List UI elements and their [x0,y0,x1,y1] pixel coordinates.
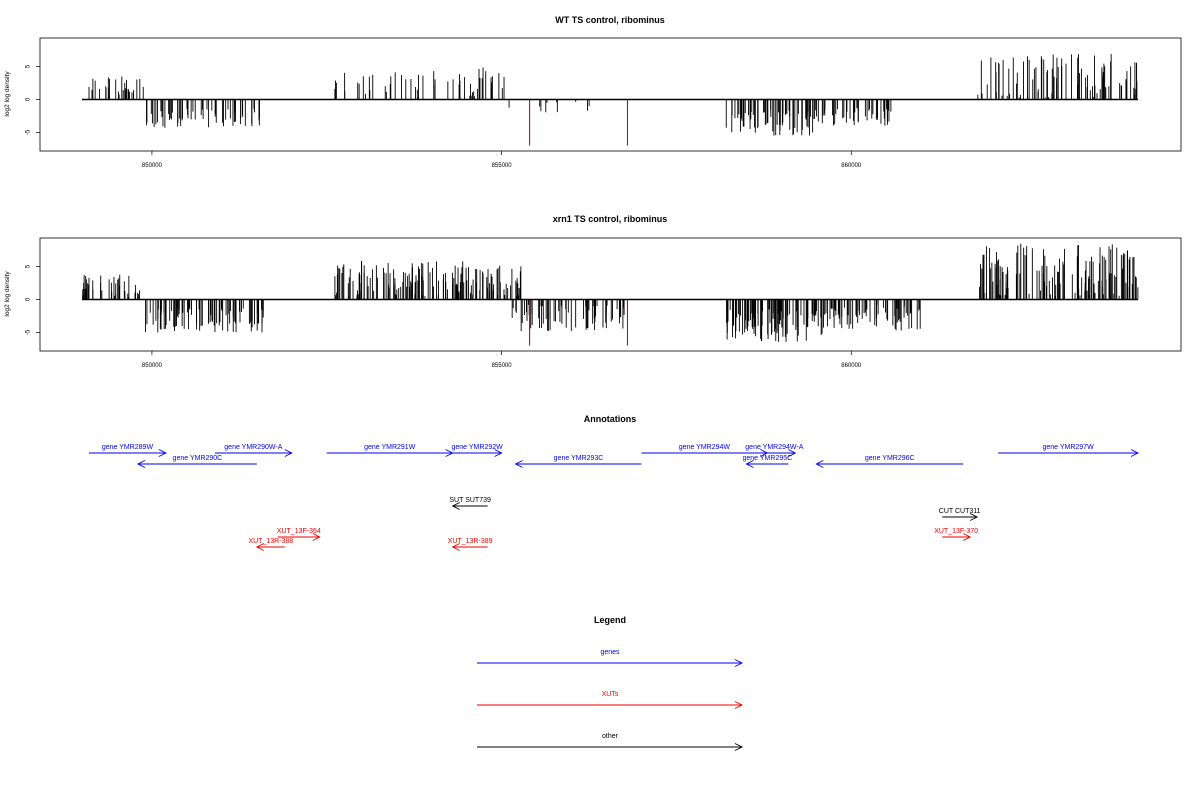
annotation-feature: gene YMR290C [136,455,257,468]
annotation-feature: gene YMR296C [815,455,964,468]
annotation-feature: gene YMR292W [452,444,504,457]
annotation-label: gene YMR289W [102,444,154,451]
annotation-arrowhead [284,449,293,457]
annotation-label: XUT_13R-389 [448,538,493,545]
annotation-feature: SUT SUT739 [449,497,491,510]
annotation-feature: XUT_13F-370 [934,528,978,541]
annotation-label: gene YMR292W [452,444,504,451]
bars-xrn1 [82,243,1139,346]
legend-title: Legend [594,615,626,625]
annotation-feature: gene YMR289W [88,444,167,457]
annotation-label: XUT_13F-364 [277,528,321,535]
annotation-arrowhead [312,533,321,541]
legend-item: genes [477,649,744,667]
annotation-arrowhead [788,449,797,457]
annotation-feature: gene YMR294W-A [745,444,804,457]
annotation-feature: gene YMR295C [743,455,793,468]
annotation-arrowhead [445,449,454,457]
annotation-arrowhead [815,460,824,468]
y-tick-label: -5 [26,129,32,135]
x-tick-label: 860000 [841,363,862,369]
annotation-feature: CUT CUT311 [939,508,981,521]
annotation-label: gene YMR293C [554,455,604,462]
annotation-label: gene YMR294W-A [745,444,803,451]
legend-item: XUTs [477,691,744,709]
annotation-arrowhead [136,460,146,468]
annotations-title: Annotations [584,414,637,424]
annotation-feature: gene YMR290W-A [214,444,293,457]
x-ticks-wt: 850000 855000 860000 [142,151,862,169]
annotation-arrowhead [158,449,167,457]
annotation-arrowhead [255,543,265,551]
y-axis-label-xrn1: log2 log density [4,271,11,317]
annotation-label: gene YMR296C [865,455,915,462]
y-ticks-xrn1: -5 0 5 [26,264,40,335]
chart-title-xrn1: xrn1 TS control, ribominus [553,214,668,224]
y-axis-label-wt: log2 log density [4,71,11,117]
annotation-label: SUT SUT739 [449,497,491,504]
legend-items: genes XUTs other [477,649,744,751]
annotation-arrowhead [451,502,460,510]
annotation-label: gene YMR290W-A [224,444,282,451]
plot-frame-xrn1 [39,237,1182,352]
y-tick-label: 5 [26,264,32,268]
y-tick-label: 0 [26,97,32,101]
annotation-feature: XUT_13R-389 [448,538,493,551]
annotation-label: gene YMR290C [173,455,223,462]
annotation-arrowhead [745,460,754,468]
annotation-label: XUT_13R-388 [248,538,293,545]
legend-label: genes [600,649,620,656]
x-tick-label: 860000 [841,163,862,169]
annotation-feature: gene YMR291W [326,444,454,457]
legend-label: other [602,733,619,740]
annotation-feature: gene YMR293C [514,455,642,468]
annotation-arrowhead [962,533,972,541]
annotation-label: gene YMR294W [679,444,731,451]
y-tick-label: 0 [26,297,32,301]
legend-arrowhead [734,743,744,751]
x-tick-label: 850000 [142,163,163,169]
annotation-feature: XUT_13R-388 [248,538,293,551]
annotation-label: gene YMR295C [743,455,793,462]
annotation-feature: gene YMR297W [998,444,1140,457]
annotation-label: gene YMR297W [1042,444,1094,451]
x-ticks-xrn1: 850000 855000 860000 [142,351,862,369]
chart-panel-xrn1: xrn1 TS control, ribominus log2 log dens… [4,214,1182,369]
annotation-feature: XUT_13F-364 [277,528,321,541]
annotation-arrowhead [514,460,523,468]
annotation-arrowhead [1130,449,1140,457]
x-tick-label: 850000 [142,363,163,369]
x-tick-label: 855000 [492,163,513,169]
x-tick-label: 855000 [492,363,513,369]
plot-frame-wt [39,37,1182,152]
y-tick-label: 5 [26,64,32,68]
chart-panel-wt: WT TS control, ribominus log2 log densit… [4,15,1182,169]
y-ticks-wt: -5 0 5 [26,64,40,135]
legend-arrowhead [734,701,744,709]
annotation-arrowhead [494,449,503,457]
annotation-arrowhead [451,543,460,551]
bars-wt [88,54,1138,146]
legend-arrowhead [734,659,744,667]
y-tick-label: -5 [26,329,32,335]
annotation-label: CUT CUT311 [939,508,981,515]
annotation-label: XUT_13F-370 [934,528,978,535]
annotation-arrowhead [969,513,979,521]
legend-label: XUTs [602,691,619,698]
annotation-label: gene YMR291W [364,444,416,451]
legend: Legend genes XUTs other [477,615,744,751]
legend-item: other [477,733,744,751]
chart-title-wt: WT TS control, ribominus [555,15,665,25]
